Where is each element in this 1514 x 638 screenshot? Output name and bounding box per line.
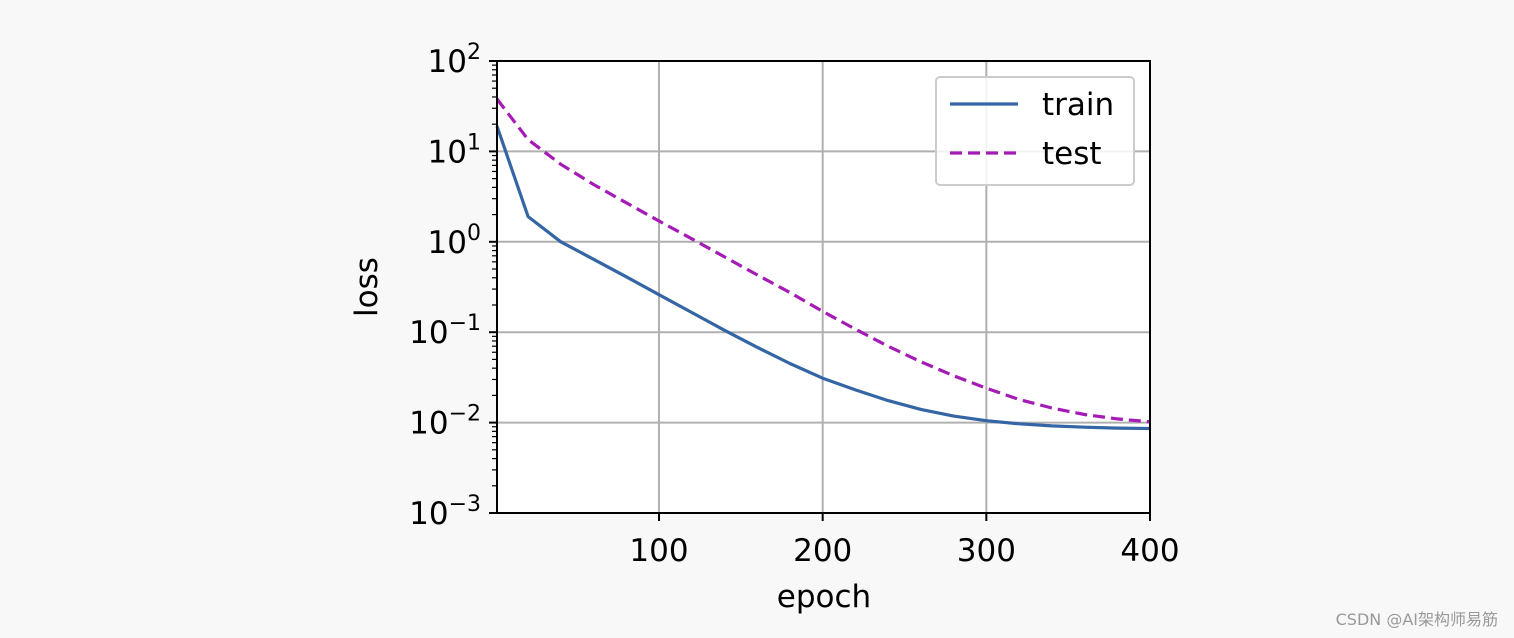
y-tick-label: 10−3 — [409, 492, 481, 532]
y-axis-ticks: 10−3 10−2 10−1 100 101 102 — [409, 40, 497, 532]
legend-label-test: test — [1042, 136, 1102, 172]
x-tick-label: 200 — [793, 533, 852, 569]
x-tick-label: 100 — [629, 533, 688, 569]
legend: train test — [935, 76, 1135, 186]
y-tick-label: 102 — [428, 40, 481, 80]
series-line-train — [495, 125, 1151, 431]
x-tick-label: 300 — [957, 533, 1016, 569]
y-tick-label: 100 — [428, 221, 481, 261]
y-axis-label: loss — [349, 257, 385, 317]
x-axis-label: epoch — [777, 579, 871, 615]
series-line-test — [495, 98, 1151, 424]
x-axis-ticks: 100 200 300 400 — [629, 513, 1180, 569]
series-layer — [495, 98, 1151, 431]
x-tick-label: 400 — [1120, 533, 1179, 569]
watermark-text: CSDN @AI架构师易筋 — [1335, 610, 1498, 629]
y-tick-label: 101 — [428, 130, 481, 170]
legend-label-train: train — [1042, 87, 1114, 123]
y-tick-label: 10−1 — [409, 311, 481, 351]
y-tick-label: 10−2 — [409, 402, 481, 442]
